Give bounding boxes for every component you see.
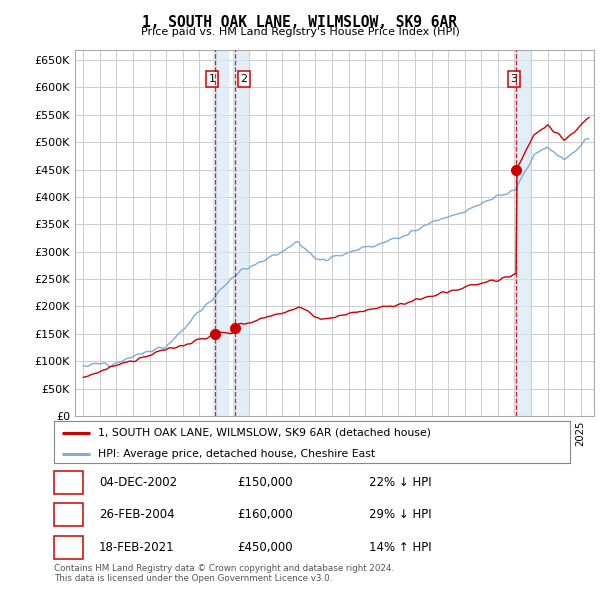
- Bar: [233, 50, 248, 416]
- Text: 2: 2: [241, 74, 248, 84]
- Text: HPI: Average price, detached house, Cheshire East: HPI: Average price, detached house, Ches…: [98, 449, 375, 459]
- Text: £150,000: £150,000: [237, 476, 293, 489]
- Text: 3: 3: [65, 540, 72, 554]
- Text: 1: 1: [209, 74, 215, 84]
- Bar: [213, 50, 228, 416]
- Bar: [515, 50, 530, 416]
- Text: 3: 3: [511, 74, 517, 84]
- Text: £450,000: £450,000: [237, 540, 293, 554]
- Text: 22% ↓ HPI: 22% ↓ HPI: [369, 476, 431, 489]
- Text: £160,000: £160,000: [237, 508, 293, 522]
- Text: 18-FEB-2021: 18-FEB-2021: [99, 540, 175, 554]
- Text: Contains HM Land Registry data © Crown copyright and database right 2024.
This d: Contains HM Land Registry data © Crown c…: [54, 563, 394, 583]
- Text: 2: 2: [65, 508, 72, 522]
- Text: 04-DEC-2002: 04-DEC-2002: [99, 476, 177, 489]
- Text: 1: 1: [65, 476, 72, 489]
- Text: 1, SOUTH OAK LANE, WILMSLOW, SK9 6AR (detached house): 1, SOUTH OAK LANE, WILMSLOW, SK9 6AR (de…: [98, 428, 431, 438]
- Text: 29% ↓ HPI: 29% ↓ HPI: [369, 508, 431, 522]
- Text: 26-FEB-2004: 26-FEB-2004: [99, 508, 175, 522]
- Text: 1, SOUTH OAK LANE, WILMSLOW, SK9 6AR: 1, SOUTH OAK LANE, WILMSLOW, SK9 6AR: [143, 15, 458, 30]
- Text: Price paid vs. HM Land Registry's House Price Index (HPI): Price paid vs. HM Land Registry's House …: [140, 27, 460, 37]
- Text: 14% ↑ HPI: 14% ↑ HPI: [369, 540, 431, 554]
